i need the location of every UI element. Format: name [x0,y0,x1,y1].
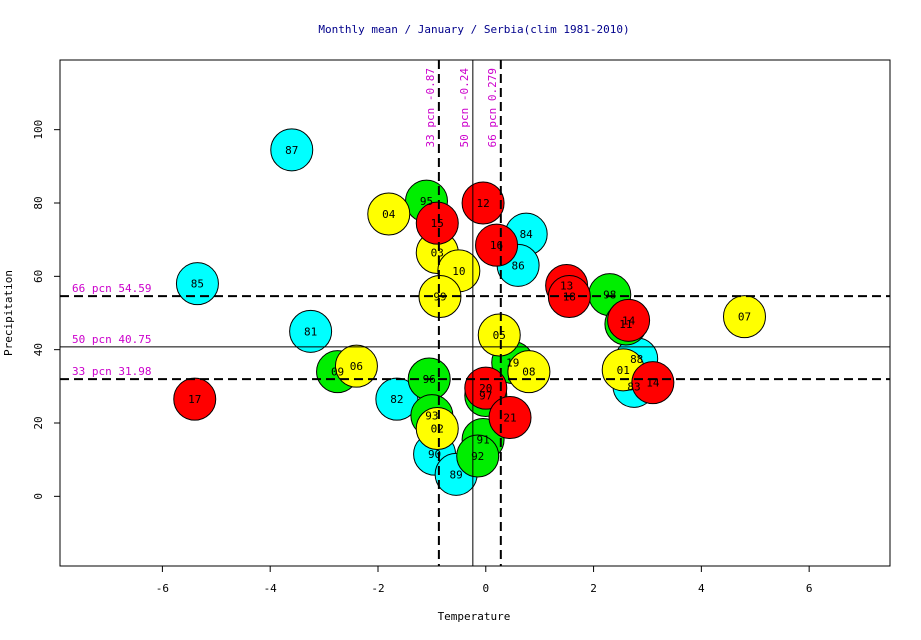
data-point-circle [631,361,675,405]
data-point-label: 81 [304,325,317,338]
x-axis-label: Temperature [438,610,511,623]
x-tick-label: 0 [482,582,489,595]
data-point-circle [415,201,459,245]
data-point-label: 05 [493,329,506,342]
data-point-label: 97 [479,390,492,403]
y-tick-label: 60 [32,270,45,283]
data-point-label: 93 [425,410,438,423]
data-point-label: 09 [331,366,344,379]
data-point-label: 12 [476,197,489,210]
data-point-label: 92 [471,450,484,463]
data-point-label: 88 [630,353,643,366]
data-point-label: 07 [738,311,751,324]
data-point-label: 13 [560,280,573,293]
data-point-label: 06 [350,360,363,373]
data-point-label: 03 [431,247,444,260]
data-point-label: 85 [191,278,204,291]
horizontal-reference-label: 66 pcn 54.59 [72,282,151,295]
data-point-circle [289,309,333,353]
data-point-label: 20 [479,382,492,395]
vertical-reference-label: 66 pcn 0.279 [486,68,499,147]
chart-title: Monthly mean / January / Serbia(clim 198… [318,23,629,36]
data-point-circle [367,192,411,236]
data-point-label: 87 [285,144,298,157]
vertical-reference-label: 50 pcn -0.24 [458,68,471,148]
data-point-label: 82 [390,393,403,406]
data-point-label: 89 [450,468,463,481]
data-point-circle [475,223,519,267]
data-point-circle [488,396,532,439]
x-tick-label: 2 [590,582,597,595]
data-point-label: 83 [627,380,640,393]
data-point-label: 21 [503,412,516,425]
data-point-circle [477,313,521,357]
data-point-label: 91 [476,434,489,447]
data-point-label: 14 [622,314,636,327]
data-point-label: 86 [511,259,524,272]
plot-area: -6 -4 -2 0 2 4 6020406080100878581828486908988… [32,60,890,595]
data-point-circle [507,350,551,394]
data-point-circle [456,434,500,478]
data-point-circle [175,262,219,306]
y-tick-label: 20 [32,416,45,429]
data-point-circle [334,344,378,388]
x-tick-label: 6 [806,582,813,595]
x-tick-label: -4 [264,582,278,595]
data-point-circle [464,366,508,410]
horizontal-reference-label: 50 pcn 40.75 [72,333,151,346]
x-tick-label: -2 [371,582,384,595]
data-point-label: 17 [188,393,201,406]
data-point-label: 02 [431,423,444,436]
data-point-label: 95 [420,195,433,208]
data-point-label: 01 [617,364,630,377]
y-tick-label: 100 [32,120,45,140]
data-point-circle [415,407,459,450]
data-point-label: 10 [452,265,465,278]
x-tick-label: 4 [698,582,705,595]
y-tick-label: 80 [32,196,45,209]
data-point-label: 19 [506,357,519,370]
data-point-circle [607,298,651,342]
vertical-reference-label: 33 pcn -0.87 [424,68,437,147]
data-point-circle [722,295,766,339]
data-point-label: 04 [382,208,396,221]
data-point-label: 84 [520,228,534,241]
data-point-label: 08 [522,366,535,379]
plot-frame [59,59,891,567]
x-tick-label: -6 [156,582,169,595]
y-tick-label: 0 [32,493,45,500]
horizontal-reference-label: 33 pcn 31.98 [72,365,151,378]
y-tick-label: 40 [32,343,45,356]
data-point-label: 98 [603,289,616,302]
data-point-label: 15 [431,217,444,230]
data-point-label: 11 [619,318,632,331]
data-point-circle [270,128,314,172]
y-axis-label: Precipitation [2,270,15,356]
